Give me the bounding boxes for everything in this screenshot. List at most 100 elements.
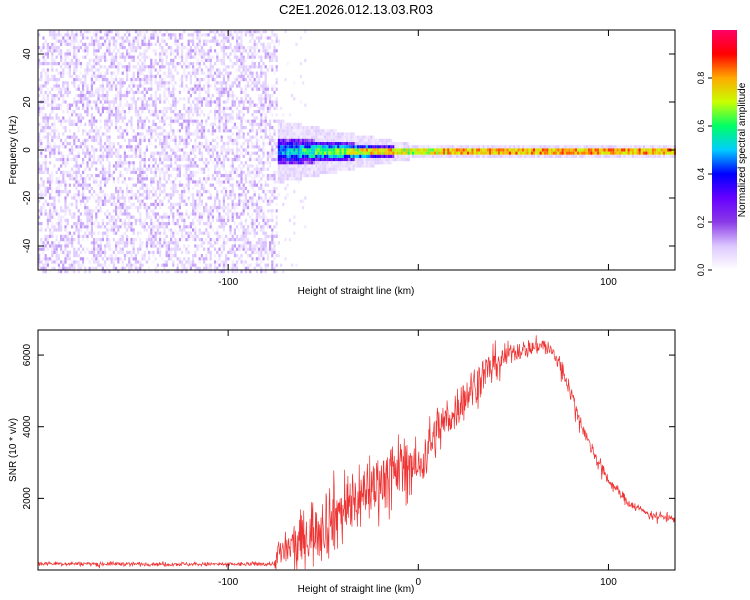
spectrogram-cell xyxy=(88,132,91,136)
spectrogram-cell xyxy=(143,154,146,158)
spectrogram-cell xyxy=(242,68,245,72)
spectrogram-cell xyxy=(84,196,87,200)
spectrogram-cell xyxy=(88,196,91,200)
spectrogram-cell xyxy=(44,247,47,251)
spectrogram-cell xyxy=(106,78,109,82)
spectrogram-cell xyxy=(207,250,210,254)
spectrogram-cell xyxy=(86,148,89,152)
spectrogram-cell xyxy=(130,186,133,190)
spectrogram-cell xyxy=(196,183,199,187)
spectrogram-cell xyxy=(99,36,102,40)
spectrogram-cell xyxy=(115,222,118,226)
spectrogram-cell xyxy=(79,174,82,178)
spectrogram-cell xyxy=(101,231,104,235)
spectrogram-cell xyxy=(110,247,113,251)
spectrogram-cell xyxy=(57,106,60,110)
spectrogram-cell xyxy=(288,138,291,142)
spectrogram-cell xyxy=(73,81,76,85)
spectrogram-cell xyxy=(130,55,133,59)
spectrogram-cell xyxy=(101,87,104,91)
spectrogram-cell xyxy=(150,231,153,235)
spectrogram-cell xyxy=(284,148,287,152)
spectrogram-cell xyxy=(73,65,76,69)
spectrogram-cell xyxy=(291,129,294,133)
spectrogram-cell xyxy=(148,78,151,82)
spectrogram-cell xyxy=(240,78,243,82)
spectrogram-cell xyxy=(231,270,234,274)
spectrogram-cell xyxy=(236,39,239,43)
spectrogram-cell xyxy=(264,84,267,88)
spectrogram-cell xyxy=(97,142,100,146)
spectrogram-cell xyxy=(214,202,217,206)
spectrogram-cell xyxy=(181,183,184,187)
spectrogram-cell xyxy=(154,193,157,197)
spectrogram-cell xyxy=(57,193,60,197)
spectrogram-cell xyxy=(145,65,148,69)
spectrogram-cell xyxy=(73,231,76,235)
spectrogram-cell xyxy=(165,154,168,158)
spectrogram-cell xyxy=(88,154,91,158)
spectrogram-cell xyxy=(286,148,289,152)
spectrogram-cell xyxy=(262,49,265,53)
spectrogram-cell xyxy=(273,247,276,251)
spectrogram-cell xyxy=(233,231,236,235)
spectrogram-cell xyxy=(214,199,217,203)
spectrogram-cell xyxy=(123,196,126,200)
spectrogram-cell xyxy=(308,138,311,142)
spectrogram-cell xyxy=(150,74,153,78)
spectrogram-cell xyxy=(101,177,104,181)
spectrogram-cell xyxy=(49,196,52,200)
spectrogram-cell xyxy=(220,215,223,219)
spectrogram-cell xyxy=(143,39,146,43)
spectrogram-cell xyxy=(262,186,265,190)
spectrogram-cell xyxy=(302,126,305,130)
spectrogram-cell xyxy=(167,254,170,258)
spectrogram-cell xyxy=(77,238,80,242)
spectrogram-cell xyxy=(266,177,269,181)
spectrogram-cell xyxy=(291,174,294,178)
spectrogram-cell xyxy=(240,260,243,264)
spectrogram-cell xyxy=(62,170,65,174)
spectrogram-cell xyxy=(119,257,122,261)
spectrogram-cell xyxy=(315,135,318,139)
spectrogram-cell xyxy=(192,222,195,226)
spectrogram-cell xyxy=(302,161,305,165)
spectrogram-cell xyxy=(244,58,247,62)
spectrogram-cell xyxy=(244,94,247,98)
spectrogram-cell xyxy=(218,116,221,120)
spectrogram-cell xyxy=(132,247,135,251)
spectrogram-cell xyxy=(130,106,133,110)
spectrogram-cell xyxy=(251,129,254,133)
spectrogram-cell xyxy=(209,193,212,197)
spectrogram-cell xyxy=(244,71,247,75)
spectrogram-cell xyxy=(211,100,214,104)
spectrogram-cell xyxy=(40,74,43,78)
spectrogram-cell xyxy=(68,158,71,162)
spectrogram-cell xyxy=(324,151,327,155)
spectrogram-cell xyxy=(198,97,201,101)
spectrogram-cell xyxy=(163,228,166,232)
spectrogram-cell xyxy=(55,106,58,110)
spectrogram-cell xyxy=(51,215,54,219)
spectrogram-cell xyxy=(108,119,111,123)
spectrogram-cell xyxy=(163,122,166,126)
spectrogram-cell xyxy=(64,52,67,56)
spectrogram-cell xyxy=(82,260,85,264)
spectrogram-cell xyxy=(211,177,214,181)
spectrogram-cell xyxy=(137,106,140,110)
spectrogram-cell xyxy=(214,254,217,258)
spectrogram-cell xyxy=(203,52,206,56)
spectrogram-cell xyxy=(231,148,234,152)
spectrogram-cell xyxy=(75,58,78,62)
spectrogram-cell xyxy=(277,250,280,254)
spectrogram-cell xyxy=(152,186,155,190)
spectrogram-cell xyxy=(260,87,263,91)
spectrogram-cell xyxy=(170,254,173,258)
spectrogram-cell xyxy=(258,148,261,152)
spectrogram-cell xyxy=(161,49,164,53)
spectrogram-cell xyxy=(251,142,254,146)
spectrogram-cell xyxy=(185,132,188,136)
spectrogram-cell xyxy=(194,270,197,274)
spectrogram-cell xyxy=(60,183,63,187)
spectrogram-cell xyxy=(207,33,210,37)
